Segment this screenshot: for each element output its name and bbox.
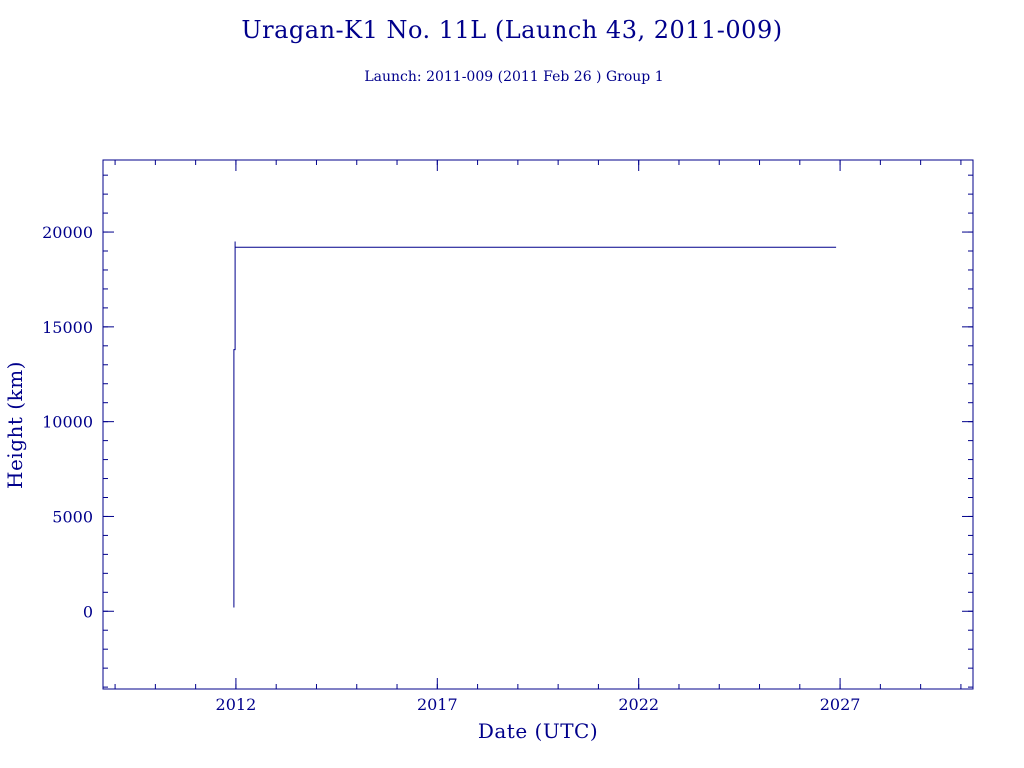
y-tick-label: 15000 [42,318,93,337]
x-axis-label: Date (UTC) [478,719,598,743]
x-tick-label: 2012 [216,695,257,714]
y-axis-label: Height (km) [3,361,27,489]
tick-labels: 2012 2017 2022 2027 0 5000 10000 15000 20000 [42,223,860,714]
y-tick-label: 10000 [42,413,93,432]
chart-subtitle: Launch: 2011-009 (2011 Feb 26 ) Group 1 [364,69,663,85]
x-tick-label: 2017 [417,695,458,714]
y-tick-label: 20000 [42,223,93,242]
x-tick-label: 2027 [820,695,861,714]
axis-ticks [103,160,973,689]
plot-frame [102,159,974,690]
height-series-line [233,241,837,608]
chart-title: Uragan-K1 No. 11L (Launch 43, 2011-009) [241,16,782,44]
y-tick-label: 5000 [52,507,93,526]
series-group [233,241,837,608]
x-tick-label: 2022 [618,695,659,714]
y-tick-label: 0 [83,602,93,621]
